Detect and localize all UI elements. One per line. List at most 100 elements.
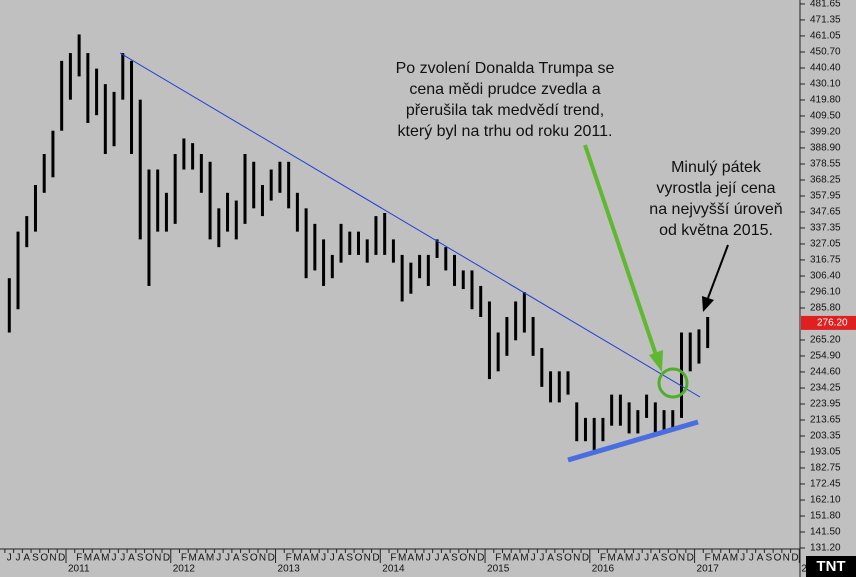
price-bar: [130, 60, 134, 154]
price-bar: [461, 270, 465, 290]
price-bar: [25, 216, 29, 248]
month-label: S: [137, 553, 144, 564]
month-label: J: [539, 553, 544, 564]
price-bar: [549, 371, 553, 403]
month-label: S: [451, 553, 458, 564]
axes: 481.65 471.35 461.05 450.70 440.40 430.10 419.…: [4, 0, 856, 575]
month-label: A: [408, 553, 415, 564]
price-bar: [33, 185, 37, 232]
year-label: 2012: [173, 564, 196, 575]
black-arrow: [707, 244, 729, 299]
price-bar: [435, 239, 439, 259]
price-bar: [173, 153, 177, 224]
annotation-line: Po zvolení Donalda Trumpa se: [396, 60, 615, 77]
price-bar: [313, 223, 317, 271]
month-label: N: [468, 553, 475, 564]
month-label: M: [84, 553, 92, 564]
price-bar: [627, 402, 631, 434]
price-bar: [95, 68, 99, 116]
month-label: F: [76, 553, 82, 564]
logo-box: [806, 556, 856, 577]
y-tick-label: 296.10: [810, 287, 841, 298]
month-label: N: [154, 553, 161, 564]
price-bar: [42, 153, 46, 193]
month-label: M: [398, 553, 406, 564]
price-bar: [391, 239, 395, 263]
price-bar: [330, 254, 334, 279]
month-label: J: [7, 553, 12, 564]
price-bar: [583, 417, 587, 442]
price-bar: [121, 53, 125, 100]
price-bar: [7, 278, 11, 333]
price-bar: [592, 417, 596, 453]
year-label: 2016: [592, 564, 615, 575]
month-label: D: [477, 553, 484, 564]
price-bar: [103, 84, 107, 154]
support-line: [567, 419, 699, 463]
green-arrow: [583, 144, 658, 356]
month-label: D: [372, 553, 379, 564]
price-bar: [601, 417, 605, 442]
price-bar: [618, 394, 622, 426]
price-bar: [636, 410, 640, 434]
month-label: M: [503, 553, 511, 564]
month-label: J: [426, 553, 431, 564]
price-bar: [16, 231, 20, 310]
month-label: J: [16, 553, 21, 564]
month-label: J: [216, 553, 221, 564]
price-bar: [557, 371, 561, 403]
month-label: N: [364, 553, 371, 564]
month-label: A: [512, 553, 519, 564]
month-label: J: [740, 553, 745, 564]
price-bar: [470, 270, 474, 310]
price-bar: [680, 332, 683, 418]
month-label: A: [338, 553, 345, 564]
month-label: D: [687, 553, 694, 564]
price-bar: [453, 254, 457, 286]
price-bar: [662, 410, 666, 434]
price-bar: [348, 231, 352, 255]
month-label: A: [722, 553, 729, 564]
month-label: M: [311, 553, 319, 564]
y-tick-label: 409.50: [810, 111, 841, 122]
month-label: D: [268, 553, 275, 564]
price-bar: [479, 285, 483, 318]
price-bar: [191, 143, 195, 170]
month-label: F: [181, 553, 187, 564]
price-bar: [688, 332, 692, 372]
month-label: J: [330, 553, 335, 564]
price-bar: [418, 254, 422, 279]
y-tick-label: 481.65: [810, 0, 841, 10]
y-tick-label: 471.35: [810, 15, 841, 26]
month-label: M: [625, 553, 633, 564]
price-bar: [199, 153, 203, 193]
y-tick-label: 203.35: [810, 431, 841, 442]
month-label: D: [58, 553, 65, 564]
annotation-line: na nejvyšší úroveň: [649, 201, 782, 218]
month-label: O: [40, 553, 48, 564]
y-tick-label: 337.35: [810, 223, 841, 234]
month-label: J: [644, 553, 649, 564]
y-tick-label: 327.05: [810, 239, 841, 250]
month-label: M: [415, 553, 423, 564]
year-label: 2011: [68, 564, 90, 575]
annotation-line: přerušila tak medvědí trend,: [406, 102, 604, 119]
price-bar: [86, 53, 90, 123]
price-bar: [697, 329, 701, 364]
month-label: F: [286, 553, 292, 564]
y-tick-label: 172.45: [810, 479, 841, 490]
month-label: N: [678, 553, 685, 564]
y-tick-label: 368.25: [810, 175, 841, 186]
price-bar: [156, 169, 160, 232]
y-tick-label: 223.95: [810, 399, 841, 410]
price-bar: [260, 185, 264, 217]
month-label: M: [293, 553, 301, 564]
price-label: 276.20: [817, 318, 848, 329]
price-bar: [496, 332, 500, 372]
month-label: M: [188, 553, 196, 564]
year-label: 2015: [487, 564, 510, 575]
logo-text: TNT: [816, 558, 845, 575]
month-label: D: [163, 553, 170, 564]
y-tick-label: 430.10: [810, 79, 841, 90]
